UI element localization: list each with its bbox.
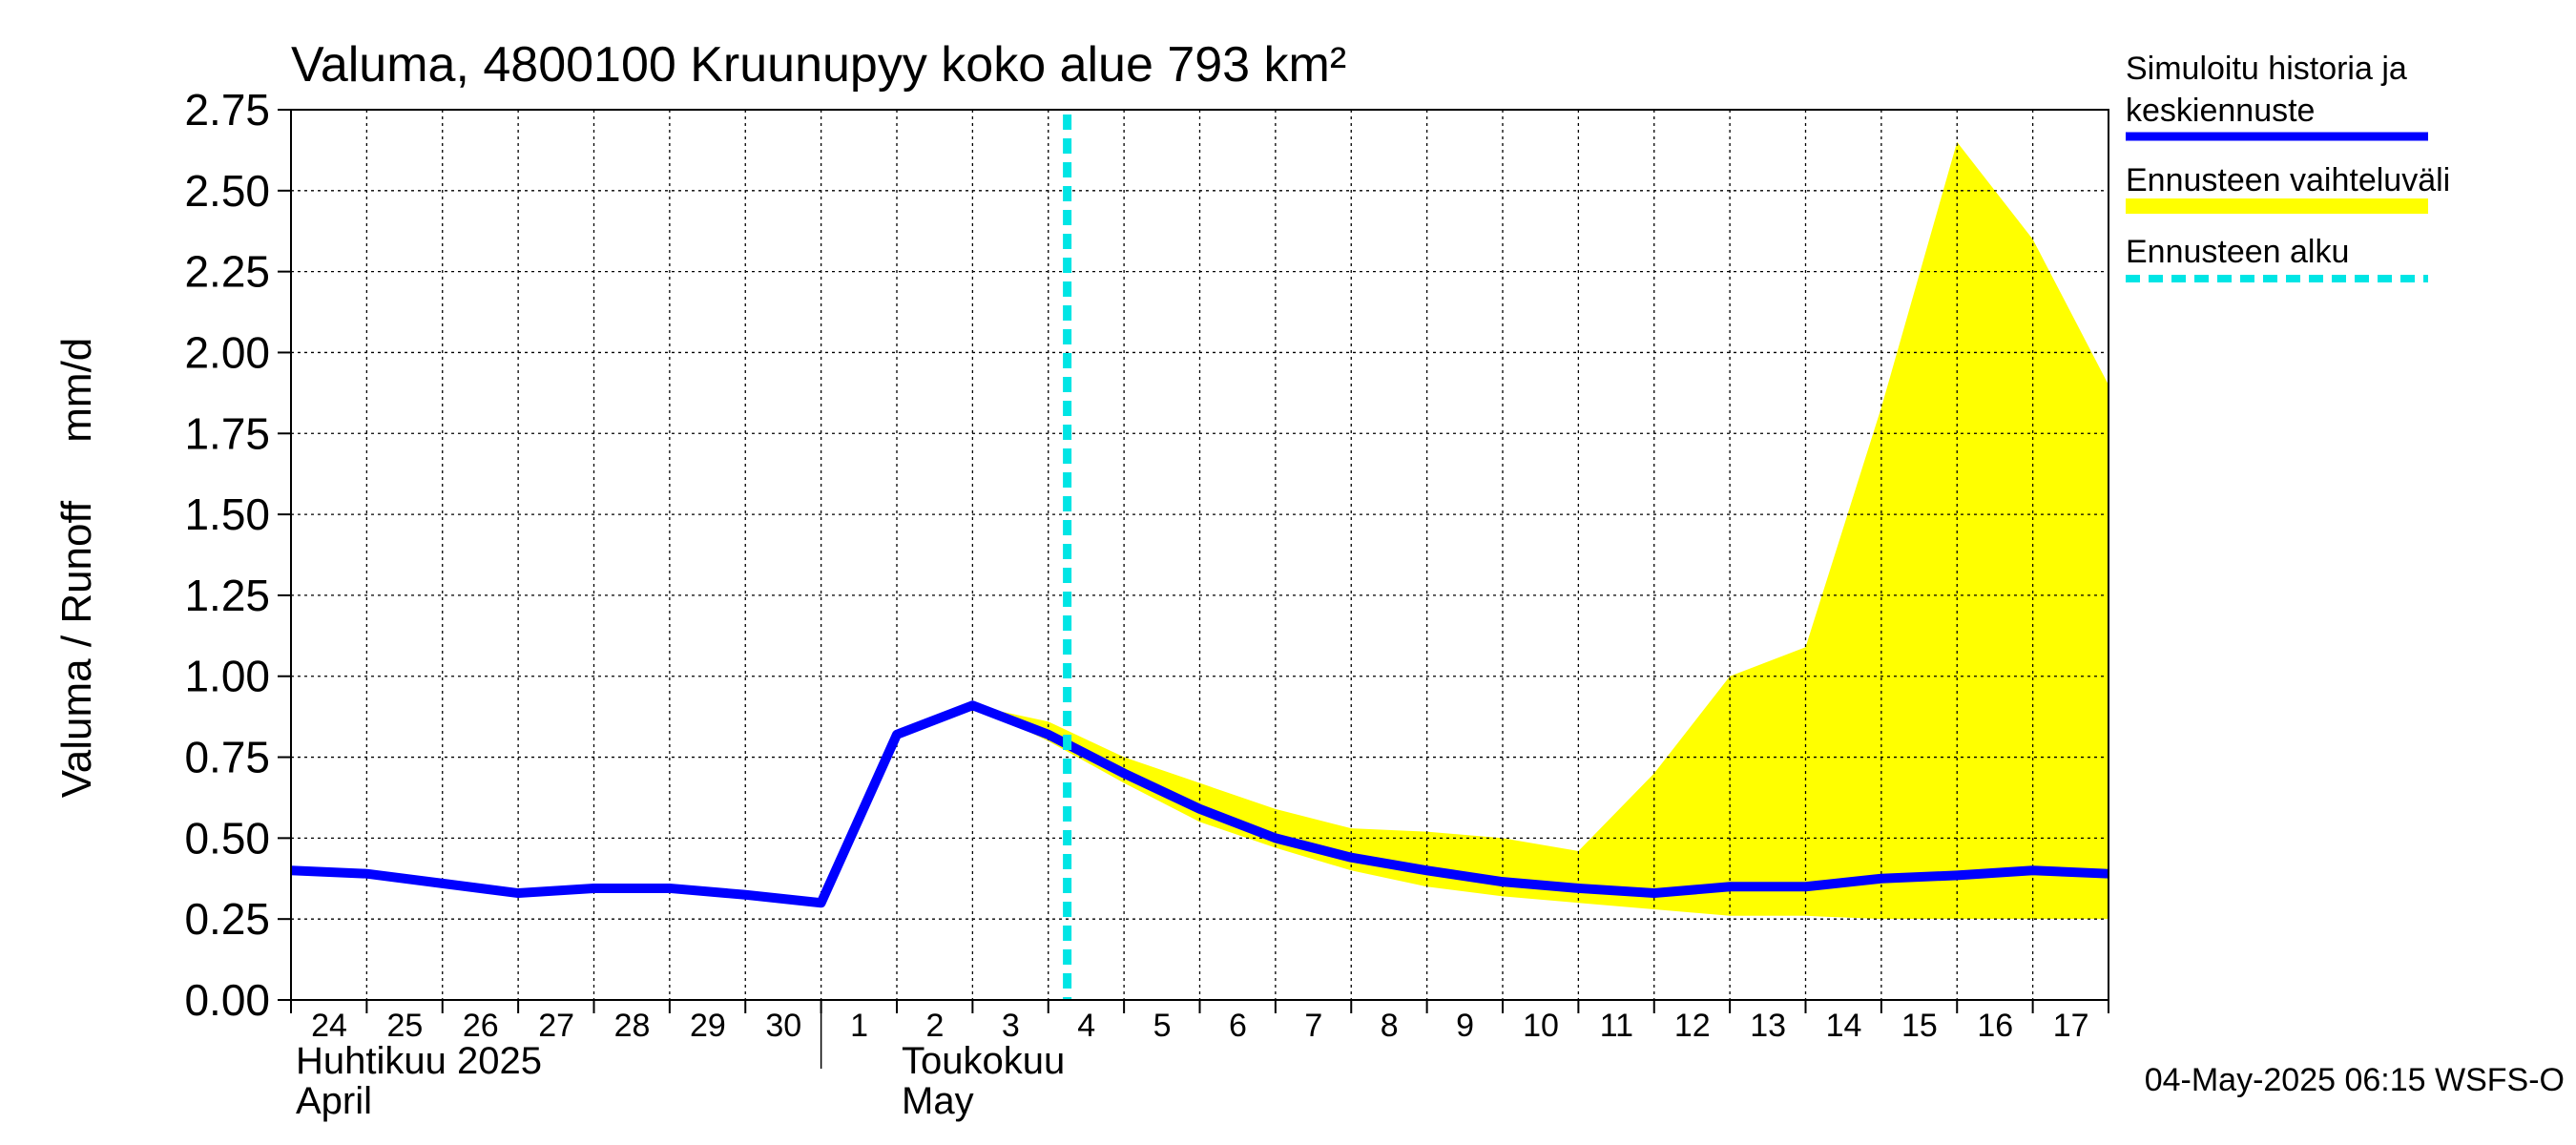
x-tick-label: 17 bbox=[2053, 1008, 2089, 1044]
y-axis-label: Valuma / Runoff mm/d bbox=[53, 338, 100, 799]
x-tick-label: 2 bbox=[926, 1008, 945, 1044]
x-tick-labels: 24 25 26 27 28 29 30 1 2 3 4 5 6 7 8 9 10 11 12 13 14 15 16 17 bbox=[311, 1008, 2088, 1044]
legend-label: Ennusteen alku bbox=[2126, 234, 2349, 270]
timestamp-label: 04-May-2025 06:15 WSFS-O bbox=[2145, 1062, 2565, 1098]
x-tick-label: 11 bbox=[1600, 1008, 1633, 1044]
month-label-en: April bbox=[296, 1080, 372, 1122]
chart-title: Valuma, 4800100 Kruunupyy koko alue 793 … bbox=[291, 37, 1346, 93]
x-tick-label: 30 bbox=[765, 1008, 801, 1044]
month-label: Huhtikuu 2025 bbox=[296, 1040, 542, 1082]
series-line bbox=[290, 700, 2109, 908]
y-tick-label: 0.25 bbox=[184, 894, 270, 944]
x-tick-label: 3 bbox=[1002, 1008, 1020, 1044]
x-tick-label: 24 bbox=[311, 1008, 347, 1044]
x-tick-label: 7 bbox=[1304, 1008, 1322, 1044]
month-label-en: May bbox=[902, 1080, 974, 1122]
x-tick-label: 1 bbox=[850, 1008, 868, 1044]
x-tick-label: 4 bbox=[1077, 1008, 1095, 1044]
legend: Simuloitu historia ja keskiennuste Ennuste… bbox=[2126, 51, 2450, 282]
x-tick-label: 15 bbox=[1901, 1008, 1938, 1044]
forecast-range-band bbox=[972, 141, 2109, 920]
x-tick-label: 25 bbox=[386, 1008, 423, 1044]
x-tick-label: 13 bbox=[1750, 1008, 1786, 1044]
x-tick-label: 14 bbox=[1826, 1008, 1862, 1044]
x-tick-label: 12 bbox=[1674, 1008, 1711, 1044]
y-tick-label: 2.25 bbox=[184, 247, 270, 297]
legend-label: keskiennuste bbox=[2126, 93, 2315, 129]
x-tick-label: 6 bbox=[1229, 1008, 1247, 1044]
y-tick-label: 1.75 bbox=[184, 408, 270, 458]
x-tick-label: 28 bbox=[614, 1008, 651, 1044]
y-tick-label: 2.75 bbox=[184, 85, 270, 135]
forecast-range-band-layer bbox=[972, 141, 2109, 920]
legend-label: Ennusteen vaihteluväli bbox=[2126, 162, 2450, 198]
y-tick-label: 0.75 bbox=[184, 733, 270, 782]
y-tick-label: 1.25 bbox=[184, 571, 270, 620]
x-tick-label: 8 bbox=[1381, 1008, 1399, 1044]
legend-label: Simuloitu historia ja bbox=[2126, 51, 2407, 87]
y-tick-label: 1.00 bbox=[184, 652, 270, 701]
y-tick-label: 1.50 bbox=[184, 489, 270, 539]
x-tick-label: 10 bbox=[1523, 1008, 1559, 1044]
y-tick-label: 2.50 bbox=[184, 166, 270, 216]
x-tick-label: 9 bbox=[1456, 1008, 1474, 1044]
x-tick-label: 29 bbox=[690, 1008, 726, 1044]
y-tick-label: 0.50 bbox=[184, 813, 270, 863]
y-tick-labels: 0.00 0.25 0.50 0.75 1.00 1.25 1.50 1.75 2.00 2.25… bbox=[184, 85, 270, 1025]
series-layer bbox=[290, 114, 2109, 1000]
plot-frame bbox=[290, 109, 2109, 1001]
axis-layer bbox=[278, 109, 2109, 1069]
y-tick-label: 2.00 bbox=[184, 327, 270, 377]
grid-layer bbox=[291, 110, 2109, 1000]
x-tick-label: 16 bbox=[1977, 1008, 2013, 1044]
x-tick-label: 26 bbox=[463, 1008, 499, 1044]
x-tick-label: 5 bbox=[1153, 1008, 1172, 1044]
y-tick-label: 0.00 bbox=[184, 975, 270, 1025]
month-label: Toukokuu bbox=[902, 1040, 1065, 1082]
x-tick-label: 27 bbox=[538, 1008, 574, 1044]
